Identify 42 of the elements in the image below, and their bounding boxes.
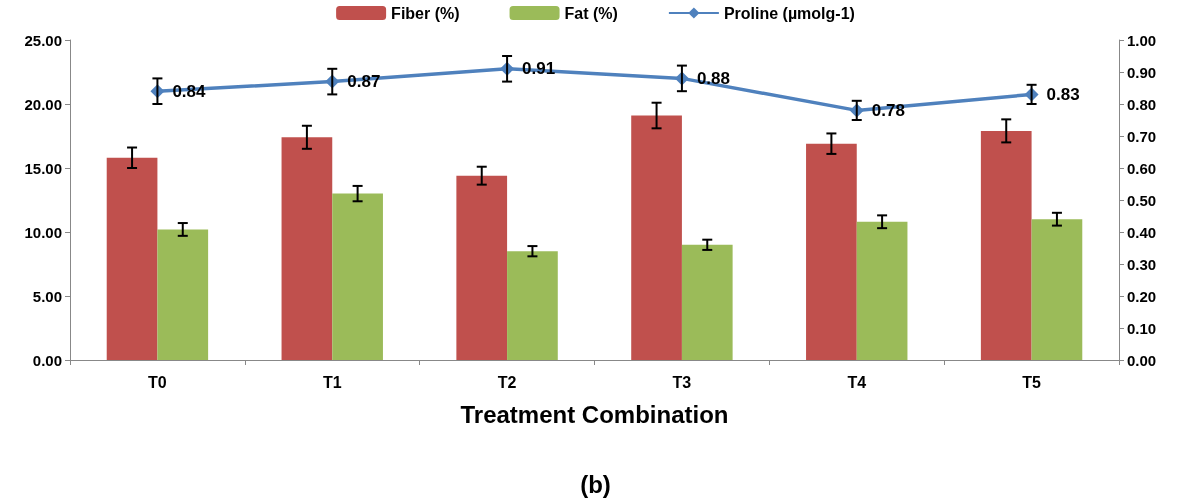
y-tick-label: 15.00 [24,159,62,177]
y-tick-label: 20.00 [24,95,62,113]
bar [631,115,682,360]
y2-tick-label: 0.20 [1127,287,1157,305]
y-tick-label: 25.00 [24,31,62,49]
bar [106,157,158,360]
bar [507,251,558,360]
bar [332,193,383,360]
y-tick-label: 0.00 [32,351,62,369]
data-label: 0.88 [696,68,731,88]
x-axis-title: Treatment Combination [460,400,729,428]
bar [1031,219,1083,360]
text: (b) [580,470,611,498]
y2-tick-label: 0.60 [1127,159,1157,177]
x-tick-label: T0 [148,373,167,391]
bar [980,130,1032,360]
y2-tick-label: 0.80 [1127,95,1157,113]
y2-tick-label: 0.10 [1127,319,1157,337]
legend-label: Fiber (%) [391,4,460,22]
y2-tick-label: 0.30 [1127,255,1157,273]
data-label: 0.83 [1046,84,1080,104]
y2-tick-label: 1.00 [1127,31,1157,49]
y-tick-label: 5.00 [32,287,62,305]
y2-tick-label: 0.50 [1127,191,1157,209]
legend-label: Fat (%) [564,4,618,22]
x-tick-label: T2 [497,373,517,391]
legend-label: Proline (µmolg-1) [723,4,855,22]
y2-tick-label: 0.40 [1127,223,1157,241]
x-tick-label: T3 [672,373,692,391]
y2-tick-label: 0.90 [1127,63,1157,81]
bar [856,221,908,360]
bar [157,229,209,360]
bar [806,143,857,360]
y2-tick-label: 0.70 [1127,127,1157,145]
x-tick-label: T1 [322,373,342,391]
bar [456,175,508,360]
y2-tick-label: 0.00 [1127,351,1157,369]
x-tick-label: T5 [1022,373,1042,391]
y-tick-label: 10.00 [24,223,62,241]
x-tick-label: T4 [847,373,867,391]
bar [681,244,733,360]
bar [281,137,333,360]
